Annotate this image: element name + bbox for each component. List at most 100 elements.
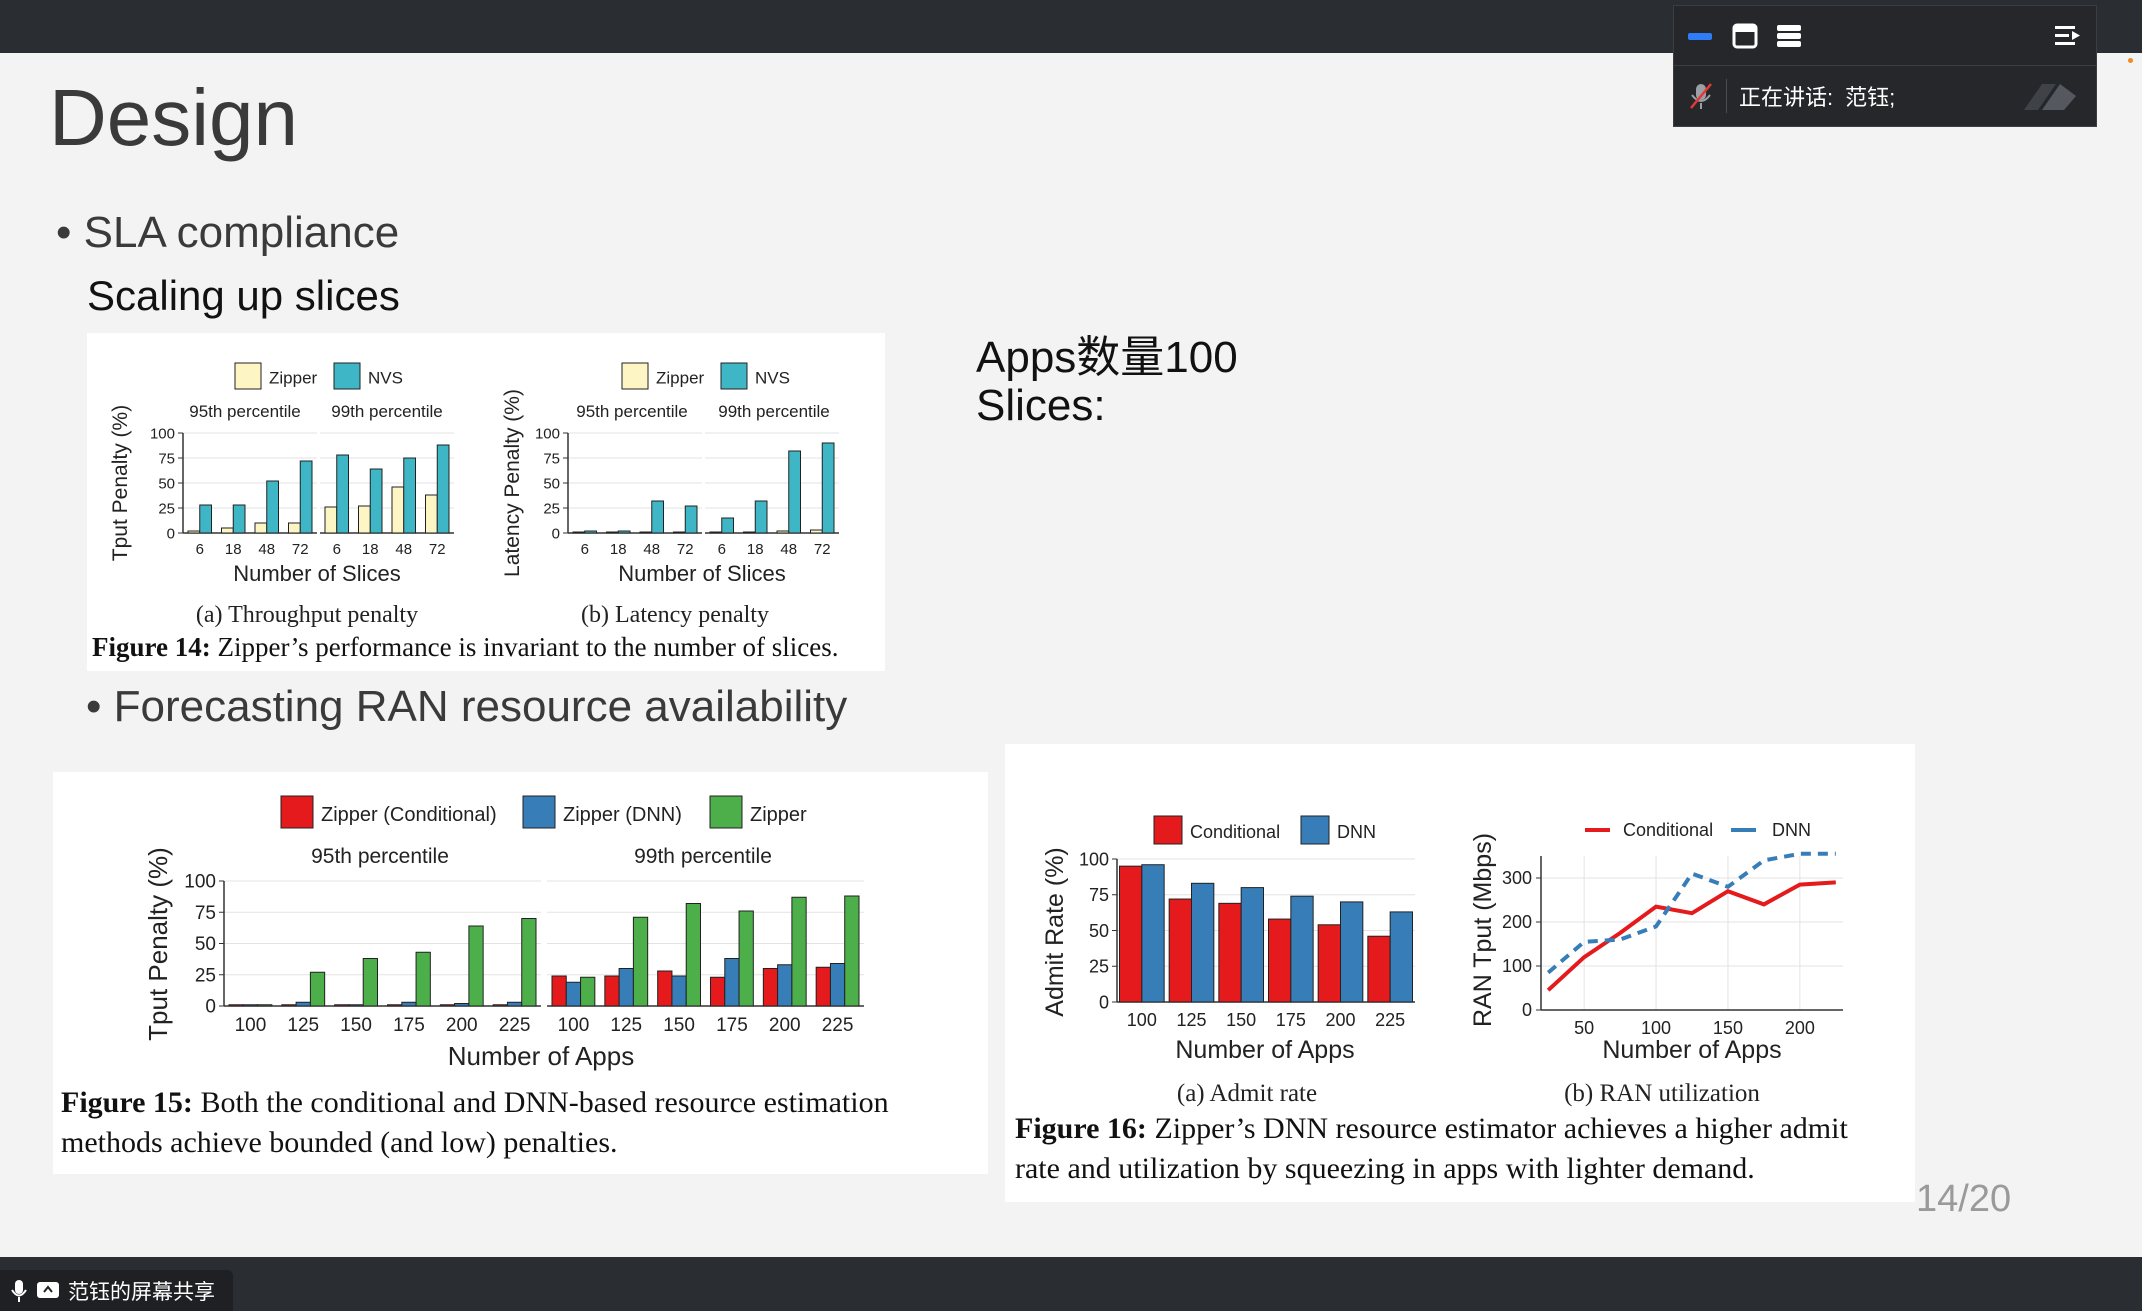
fig14a-legend-nvs-label: NVS bbox=[368, 368, 403, 387]
fig16a-bar bbox=[1191, 882, 1215, 1003]
fig16a-bar bbox=[1367, 935, 1391, 1003]
fig15-99th-bar bbox=[657, 970, 673, 1007]
fig14a-99th-title: 99th percentile bbox=[331, 402, 443, 421]
fig14-caption: Figure 14: Zipper’s performance is invar… bbox=[92, 632, 839, 662]
bullet-sla-text: SLA compliance bbox=[83, 208, 400, 257]
fig15-legend-conditional-swatch bbox=[280, 795, 314, 829]
fig14b-legend-nvs-label: NVS bbox=[755, 368, 790, 387]
screen-share-icon bbox=[37, 1281, 59, 1298]
fig15-95th-bar bbox=[387, 1004, 403, 1007]
fig16a-xtick-label: 150 bbox=[1226, 1010, 1256, 1030]
bullet-forecast: • Forecasting RAN resource availability bbox=[86, 682, 848, 731]
fig14b-99th-xtick-label: 6 bbox=[718, 541, 726, 558]
fig14a-95th-ytick-label: 0 bbox=[167, 525, 175, 542]
window-view-button[interactable] bbox=[1732, 23, 1758, 49]
fig16b-xtick-label: 50 bbox=[1574, 1018, 1594, 1038]
fig14-caption-text: Zipper’s performance is invariant to the… bbox=[211, 632, 839, 662]
fig15-95th-bar bbox=[309, 971, 326, 1007]
fig14a-95th-ytick-label: 75 bbox=[158, 450, 175, 467]
share-label: 范钰的屏幕共享 bbox=[68, 1280, 215, 1304]
fig15-95th-xtick-label: 225 bbox=[499, 1015, 531, 1036]
mic-muted-button[interactable] bbox=[1688, 81, 1714, 111]
figure-16: Conditional DNN 100 75 50 25 0 100 125 150 175 200 2… bbox=[1005, 744, 1915, 1202]
fig14b-99th-xtick-label: 72 bbox=[814, 541, 831, 558]
fig16-caption-label: Figure 16: bbox=[1015, 1112, 1147, 1145]
fig16b-ytick-label: 100 bbox=[1502, 956, 1532, 976]
panel-toolbar bbox=[1674, 6, 2096, 66]
fig16-caption-line1: Figure 16: Zipper’s DNN resource estimat… bbox=[1015, 1112, 1848, 1145]
fig14a-99th-xtick-label: 72 bbox=[429, 541, 446, 558]
fig16b-line-conditional bbox=[1546, 880, 1836, 992]
fig14b-95th-xtick-label: 6 bbox=[581, 541, 589, 558]
fig15-95th-ytick-label: 50 bbox=[195, 934, 216, 955]
screen-share-tag[interactable]: 范钰的屏幕共享 bbox=[0, 1270, 233, 1311]
fig15-99th-title: 99th percentile bbox=[634, 845, 772, 868]
fig15-99th-xtick-label: 125 bbox=[610, 1015, 642, 1036]
fig14b-99th-bar bbox=[709, 531, 723, 534]
list-view-button[interactable] bbox=[1776, 23, 1802, 49]
fig16a-caption: (a) Admit rate bbox=[1177, 1080, 1317, 1107]
fig14a-95th-ytick-label: 50 bbox=[158, 475, 175, 492]
fig14a-95th-bar bbox=[221, 527, 234, 534]
fig15-99th-bar bbox=[724, 958, 740, 1007]
fig14a-99th-bar bbox=[425, 494, 438, 534]
fig14a-legend-zipper-label: Zipper bbox=[269, 368, 318, 387]
fig14b-xlabel: Number of Slices bbox=[618, 561, 786, 586]
fig16a-ytick-label: 50 bbox=[1089, 921, 1109, 941]
figure-14: Zipper NVS Zipper NVS 95th percentile 100 75 50… bbox=[87, 333, 885, 671]
fig15-95th-ytick-label: 0 bbox=[205, 997, 216, 1018]
fig15-legend-dnn-swatch bbox=[522, 795, 556, 829]
fig15-99th-xtick-label: 225 bbox=[822, 1015, 854, 1036]
bottom-bar bbox=[0, 1257, 2142, 1311]
panel-menu-button[interactable] bbox=[2054, 23, 2082, 49]
figure-14-chart: Zipper NVS Zipper NVS 95th percentile 100 75 50… bbox=[92, 362, 839, 662]
fig16a-bar bbox=[1218, 902, 1242, 1003]
minimize-button[interactable] bbox=[1688, 30, 1714, 42]
fig15-95th-bar bbox=[506, 1001, 523, 1007]
fig14a-95th-xtick-label: 18 bbox=[225, 541, 242, 558]
fig14a-legend-nvs-swatch bbox=[333, 362, 361, 390]
fig16a-legend-dnn-label: DNN bbox=[1337, 822, 1376, 842]
fig16b-legend-dnn-label: DNN bbox=[1772, 820, 1811, 840]
fig16a-bar bbox=[1389, 911, 1413, 1003]
fig15-caption-line1: Figure 15: Both the conditional and DNN-… bbox=[61, 1086, 889, 1119]
fig14b-99th-xtick-label: 48 bbox=[780, 541, 797, 558]
fig14a-99th-bar bbox=[391, 486, 405, 534]
fig14a-95th-bar bbox=[254, 522, 268, 534]
fig15-99th-bar bbox=[791, 896, 807, 1007]
fig15-99th-bar bbox=[565, 981, 582, 1007]
fig14b-99th-bar bbox=[721, 517, 734, 534]
fig15-99th-xtick-label: 100 bbox=[558, 1015, 590, 1036]
fig14a-95th-xtick-label: 72 bbox=[292, 541, 309, 558]
brand-logo-icon bbox=[2024, 84, 2076, 110]
fig15-ylabel: Tput Penalty (%) bbox=[143, 847, 173, 1041]
fig14b-95th-ytick-label: 100 bbox=[535, 425, 560, 442]
fig14a-95th-bar bbox=[299, 460, 313, 534]
fig15-99th-bar bbox=[815, 966, 831, 1007]
fig14b-99th-bar bbox=[754, 500, 768, 534]
fig16b-xtick-label: 200 bbox=[1785, 1018, 1815, 1038]
fig15-95th-bar bbox=[334, 1004, 350, 1007]
fig15-99th-bar bbox=[710, 976, 726, 1007]
fig14b-95th-bar bbox=[606, 531, 619, 534]
fig15-95th-xtick-label: 200 bbox=[446, 1015, 478, 1036]
fig14b-95th-bar bbox=[684, 505, 698, 534]
fig15-caption-text: Both the conditional and DNN-based resou… bbox=[193, 1086, 889, 1119]
fig14b-95th-bar bbox=[673, 531, 686, 534]
mic-muted-icon bbox=[1690, 83, 1712, 109]
fig16a-ytick-label: 100 bbox=[1079, 849, 1109, 869]
minimize-icon bbox=[1688, 32, 1712, 40]
fig16a-bar bbox=[1317, 924, 1341, 1003]
fig14a-99th-bar bbox=[336, 454, 349, 534]
fig14a-legend-zipper-swatch bbox=[234, 362, 262, 390]
fig15-legend-dnn-label: Zipper (DNN) bbox=[563, 804, 682, 826]
slide-title: Design bbox=[49, 73, 299, 162]
fig16a-bar bbox=[1340, 901, 1364, 1003]
fig16b-legend-conditional-label: Conditional bbox=[1623, 820, 1713, 840]
fig15-99th-xtick-label: 200 bbox=[769, 1015, 801, 1036]
fig15-99th-bar bbox=[738, 910, 754, 1007]
fig16a-xtick-label: 175 bbox=[1276, 1010, 1306, 1030]
fig14b-legend-nvs-swatch bbox=[720, 362, 748, 390]
fig15-caption-line2: methods achieve bounded (and low) penalt… bbox=[61, 1126, 618, 1159]
fig16a-legend-conditional-swatch bbox=[1153, 815, 1183, 845]
